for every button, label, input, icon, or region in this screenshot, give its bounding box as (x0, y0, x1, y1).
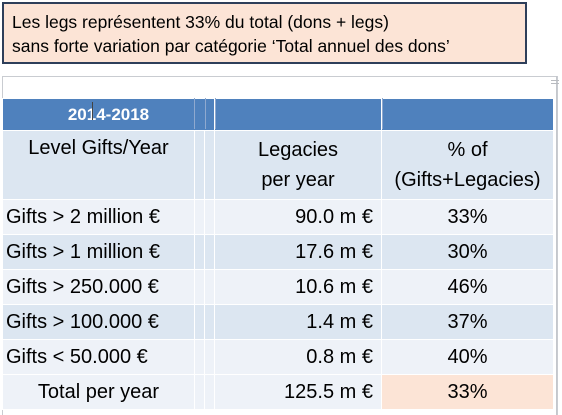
column-guide (215, 98, 216, 129)
column-header-row: Level Gifts/Year Legacies per year % of … (2, 130, 554, 200)
resize-handle[interactable] (551, 80, 559, 84)
spacer-cell (194, 374, 205, 410)
spacer-cell (204, 199, 215, 235)
spacer-cell (194, 234, 205, 270)
row-legacies: 0.8 m € (214, 339, 382, 375)
spacer-cell (204, 269, 215, 305)
column-guide (194, 98, 195, 129)
spacer-cell (194, 304, 205, 340)
spacer-cell (194, 269, 205, 305)
spacer-cell (204, 130, 215, 200)
row-pct: 30% (381, 234, 554, 270)
table-row: Gifts > 1 million € 17.6 m € 30% (2, 234, 554, 270)
text-cursor (92, 102, 93, 120)
table-header-band: 2014-2018 (2, 98, 554, 131)
callout-line-1: Les legs représentent 33% du total (dons… (12, 12, 389, 32)
column-guide (205, 98, 206, 129)
row-pct: 46% (381, 269, 554, 305)
table-row: Gifts < 50.000 € 0.8 m € 40% (2, 339, 554, 375)
spacer-cell (204, 374, 215, 410)
total-legacies: 125.5 m € (214, 374, 382, 410)
row-level: Gifts < 50.000 € (2, 339, 195, 375)
callout-line-2: sans forte variation par catégorie ‘Tota… (12, 36, 450, 56)
pct-header-line-1: % of (447, 139, 488, 161)
pct-header-line-2: (Gifts+Legacies) (394, 169, 541, 191)
legacies-header-line-2: per year (261, 169, 335, 191)
column-guide (382, 98, 383, 129)
table-row: Gifts > 250.000 € 10.6 m € 46% (2, 269, 554, 305)
spacer-cell (194, 199, 205, 235)
spacer-cell (204, 234, 215, 270)
column-header-level: Level Gifts/Year (2, 130, 195, 200)
header-cell (381, 98, 554, 131)
legacies-table: 2014-2018 Level Gifts/Year Legacies per … (2, 98, 554, 410)
row-pct: 40% (381, 339, 554, 375)
row-legacies: 90.0 m € (214, 199, 382, 235)
spacer-cell (204, 339, 215, 375)
period-label: 2014-2018 (2, 98, 215, 131)
total-label: Total per year (2, 374, 195, 410)
row-level: Gifts > 250.000 € (2, 269, 195, 305)
row-pct: 37% (381, 304, 554, 340)
row-legacies: 17.6 m € (214, 234, 382, 270)
spacer-cell (194, 130, 205, 200)
table-row: Gifts > 100.000 € 1.4 m € 37% (2, 304, 554, 340)
row-level: Gifts > 2 million € (2, 199, 195, 235)
slide-right-edge (556, 76, 557, 415)
column-header-pct: % of (Gifts+Legacies) (381, 130, 554, 200)
row-pct: 33% (381, 199, 554, 235)
row-legacies: 10.6 m € (214, 269, 382, 305)
row-level: Gifts > 1 million € (2, 234, 195, 270)
header-cell (214, 98, 382, 131)
spacer-cell (204, 304, 215, 340)
row-legacies: 1.4 m € (214, 304, 382, 340)
summary-callout: Les legs représentent 33% du total (dons… (2, 2, 527, 64)
table-row: Gifts > 2 million € 90.0 m € 33% (2, 199, 554, 235)
legacies-header-line-1: Legacies (257, 139, 339, 161)
spacer-cell (194, 339, 205, 375)
column-header-legacies: Legacies per year (214, 130, 382, 200)
row-level: Gifts > 100.000 € (2, 304, 195, 340)
total-row: Total per year 125.5 m € 33% (2, 374, 554, 410)
total-pct: 33% (381, 374, 554, 410)
